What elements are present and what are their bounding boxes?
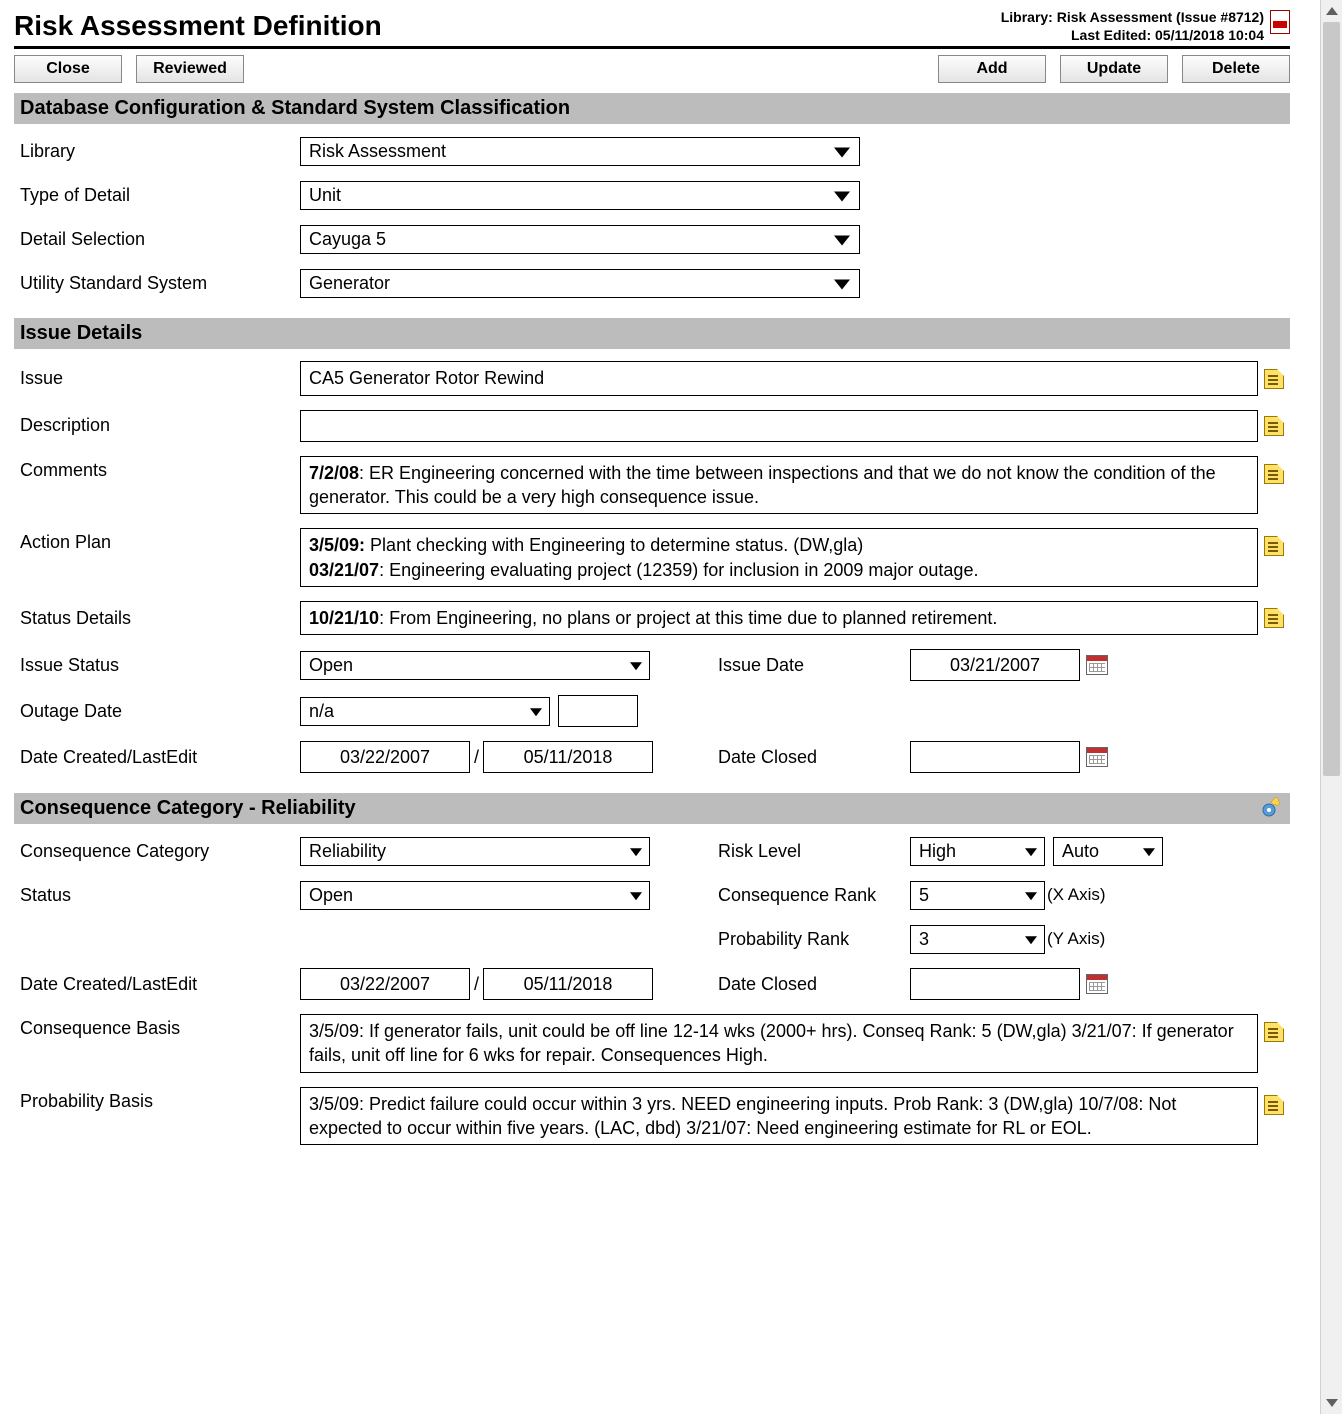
conseq-date-created-input[interactable] bbox=[300, 968, 470, 1000]
outage-date-extra-input[interactable] bbox=[558, 695, 638, 727]
section-conseq-header: Consequence Category - Reliability bbox=[14, 793, 1290, 824]
risk-level-select[interactable]: High bbox=[910, 837, 1045, 866]
last-edited-meta: Last Edited: 05/11/2018 10:04 bbox=[1001, 26, 1264, 44]
note-icon[interactable] bbox=[1264, 536, 1284, 556]
type-detail-select[interactable]: Unit bbox=[300, 181, 860, 210]
conseq-date-created-label: Date Created/LastEdit bbox=[20, 974, 300, 995]
conseq-date-closed-input[interactable] bbox=[910, 968, 1080, 1000]
x-axis-note: (X Axis) bbox=[1047, 885, 1106, 905]
prob-rank-label: Probability Rank bbox=[690, 929, 910, 950]
conseq-rank-select[interactable]: 5 bbox=[910, 881, 1045, 910]
section-db-config-header: Database Configuration & Standard System… bbox=[14, 93, 1290, 124]
slash-separator: / bbox=[470, 747, 483, 768]
detail-selection-label: Detail Selection bbox=[20, 229, 300, 250]
prob-basis-input[interactable]: 3/5/09: Predict failure could occur with… bbox=[300, 1087, 1258, 1146]
delete-button[interactable]: Delete bbox=[1182, 55, 1290, 83]
conseq-rank-label: Consequence Rank bbox=[690, 885, 910, 906]
note-icon[interactable] bbox=[1264, 416, 1284, 436]
scroll-down-arrow[interactable] bbox=[1321, 1392, 1342, 1414]
action-plan-label: Action Plan bbox=[20, 528, 300, 553]
section-issue-header: Issue Details bbox=[14, 318, 1290, 349]
settings-icon[interactable] bbox=[1260, 795, 1284, 819]
update-button[interactable]: Update bbox=[1060, 55, 1168, 83]
page-title: Risk Assessment Definition bbox=[14, 10, 382, 42]
issue-date-input[interactable] bbox=[910, 649, 1080, 681]
date-created-input[interactable] bbox=[300, 741, 470, 773]
note-icon[interactable] bbox=[1264, 1022, 1284, 1042]
scroll-up-arrow[interactable] bbox=[1321, 0, 1342, 22]
note-icon[interactable] bbox=[1264, 464, 1284, 484]
uss-select[interactable]: Generator bbox=[300, 269, 860, 298]
note-icon[interactable] bbox=[1264, 1095, 1284, 1115]
conseq-date-lastedit-input[interactable] bbox=[483, 968, 653, 1000]
reviewed-button[interactable]: Reviewed bbox=[136, 55, 244, 83]
issue-date-label: Issue Date bbox=[690, 655, 910, 676]
issue-input[interactable]: CA5 Generator Rotor Rewind bbox=[300, 361, 1258, 395]
vertical-scrollbar[interactable] bbox=[1320, 0, 1342, 1414]
scroll-track[interactable] bbox=[1321, 22, 1342, 1392]
prob-basis-label: Probability Basis bbox=[20, 1087, 300, 1112]
library-meta: Library: Risk Assessment (Issue #8712) bbox=[1001, 8, 1264, 26]
risk-level-label: Risk Level bbox=[690, 841, 910, 862]
outage-date-label: Outage Date bbox=[20, 701, 300, 722]
library-label: Library bbox=[20, 141, 300, 162]
date-closed-input[interactable] bbox=[910, 741, 1080, 773]
conseq-category-label: Consequence Category bbox=[20, 841, 300, 862]
risk-mode-select[interactable]: Auto bbox=[1053, 837, 1163, 866]
date-lastedit-input[interactable] bbox=[483, 741, 653, 773]
comments-input[interactable]: 7/2/08: ER Engineering concerned with th… bbox=[300, 456, 1258, 515]
issue-status-select[interactable]: Open bbox=[300, 651, 650, 680]
calendar-icon[interactable] bbox=[1086, 747, 1108, 767]
close-button[interactable]: Close bbox=[14, 55, 122, 83]
prob-rank-select[interactable]: 3 bbox=[910, 925, 1045, 954]
date-closed-label: Date Closed bbox=[690, 747, 910, 768]
conseq-status-select[interactable]: Open bbox=[300, 881, 650, 910]
issue-label: Issue bbox=[20, 368, 300, 389]
calendar-icon[interactable] bbox=[1086, 974, 1108, 994]
status-details-label: Status Details bbox=[20, 608, 300, 629]
y-axis-note: (Y Axis) bbox=[1047, 929, 1105, 949]
detail-selection-select[interactable]: Cayuga 5 bbox=[300, 225, 860, 254]
slash-separator: / bbox=[470, 974, 483, 995]
issue-status-label: Issue Status bbox=[20, 655, 300, 676]
conseq-category-select[interactable]: Reliability bbox=[300, 837, 650, 866]
comments-label: Comments bbox=[20, 456, 300, 481]
calendar-icon[interactable] bbox=[1086, 655, 1108, 675]
scroll-thumb[interactable] bbox=[1323, 22, 1340, 776]
description-label: Description bbox=[20, 415, 300, 436]
conseq-basis-label: Consequence Basis bbox=[20, 1014, 300, 1039]
type-detail-label: Type of Detail bbox=[20, 185, 300, 206]
uss-label: Utility Standard System bbox=[20, 273, 300, 294]
date-created-label: Date Created/LastEdit bbox=[20, 747, 300, 768]
description-input[interactable] bbox=[300, 410, 1258, 442]
action-plan-input[interactable]: 3/5/09: Plant checking with Engineering … bbox=[300, 528, 1258, 587]
status-details-input[interactable]: 10/21/10: From Engineering, no plans or … bbox=[300, 601, 1258, 635]
library-select[interactable]: Risk Assessment bbox=[300, 137, 860, 166]
conseq-basis-input[interactable]: 3/5/09: If generator fails, unit could b… bbox=[300, 1014, 1258, 1073]
outage-date-select[interactable]: n/a bbox=[300, 697, 550, 726]
note-icon[interactable] bbox=[1264, 608, 1284, 628]
conseq-status-label: Status bbox=[20, 885, 300, 906]
note-icon[interactable] bbox=[1264, 369, 1284, 389]
conseq-date-closed-label: Date Closed bbox=[690, 974, 910, 995]
pdf-icon[interactable] bbox=[1270, 10, 1290, 34]
add-button[interactable]: Add bbox=[938, 55, 1046, 83]
